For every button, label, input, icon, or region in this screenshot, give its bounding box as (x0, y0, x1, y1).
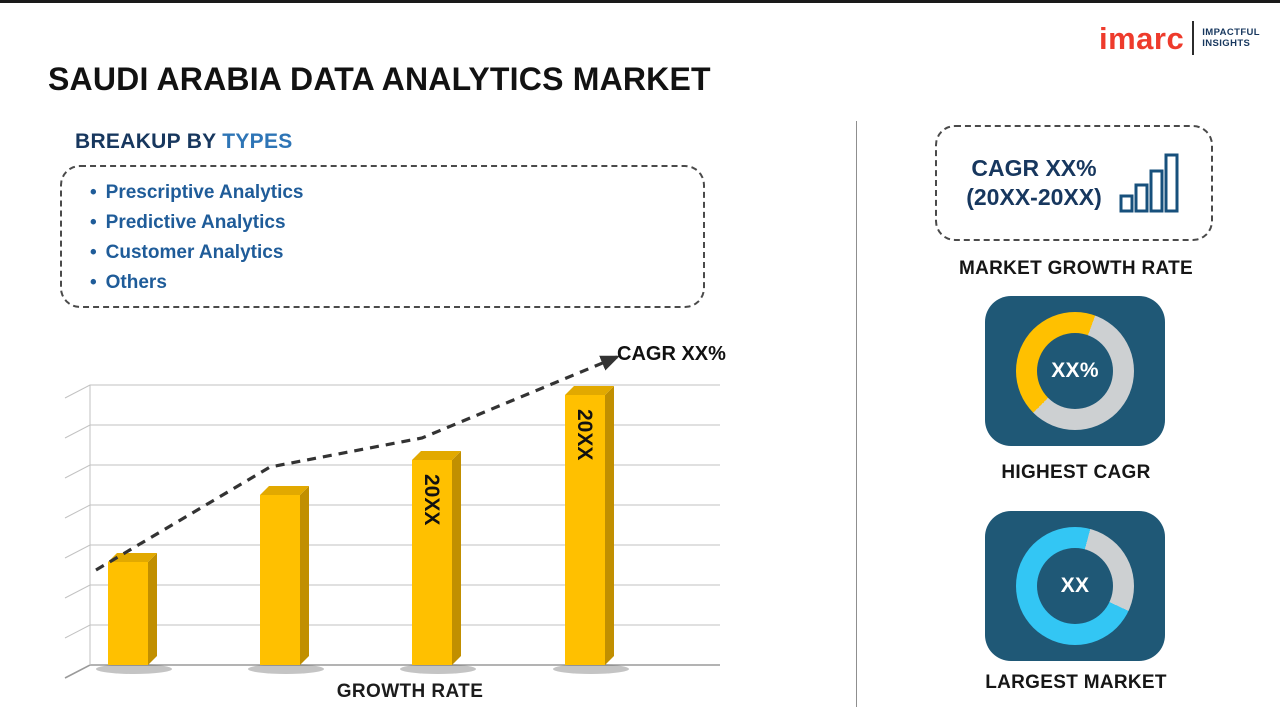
types-list: Prescriptive Analytics Predictive Analyt… (62, 178, 703, 298)
chart-x-label: GROWTH RATE (336, 681, 484, 702)
largest-market-donut-hole: XX (1037, 548, 1113, 624)
highest-cagr-value: XX% (1051, 359, 1099, 382)
svg-text:20XX: 20XX (573, 409, 596, 460)
logo-tagline-line2: INSIGHTS (1202, 38, 1251, 49)
cagr-pill: CAGR XX% (20XX-20XX) (935, 125, 1213, 241)
largest-market-value: XX (1060, 574, 1090, 597)
growth-bar-chart: 20XX 20XX (60, 338, 740, 688)
list-item: Customer Analytics (90, 238, 703, 268)
imarc-logo: imarc IMPACTFUL INSIGHTS (1099, 21, 1260, 55)
highest-cagr-label: HIGHEST CAGR (1001, 462, 1151, 483)
list-item: Others (90, 268, 703, 298)
cagr-annotation: CAGR XX% (617, 343, 726, 365)
list-item: Predictive Analytics (90, 208, 703, 238)
imarc-logo-text: imarc (1098, 20, 1185, 56)
largest-market-donut: XX (1016, 527, 1134, 645)
breakup-heading: BREAKUP BY TYPES (75, 130, 293, 154)
cagr-value: CAGR XX% (971, 155, 1097, 181)
page-title: SAUDI ARABIA DATA ANALYTICS MARKET (48, 61, 711, 97)
logo-tagline: IMPACTFUL INSIGHTS (1202, 27, 1260, 49)
bar-chart-icon (1119, 153, 1179, 213)
svg-text:20XX: 20XX (420, 474, 443, 525)
cagr-period: (20XX-20XX) (966, 184, 1102, 210)
highest-cagr-donut: XX% (1016, 312, 1134, 430)
largest-market-label: LARGEST MARKET (985, 672, 1167, 693)
types-list-box: Prescriptive Analytics Predictive Analyt… (60, 165, 705, 308)
growth-bar-chart-svg: 20XX 20XX (64, 355, 720, 679)
logo-separator (1192, 21, 1195, 55)
list-item: Prescriptive Analytics (90, 178, 703, 208)
highest-cagr-card: XX% (985, 296, 1165, 446)
market-growth-label: MARKET GROWTH RATE (958, 258, 1194, 279)
vertical-divider (856, 121, 857, 707)
highest-cagr-donut-hole: XX% (1037, 333, 1113, 409)
largest-market-card: XX (985, 511, 1165, 661)
breakup-heading-highlight: TYPES (222, 130, 293, 153)
logo-tagline-line1: IMPACTFUL (1202, 27, 1260, 38)
cagr-pill-text: CAGR XX% (20XX-20XX) (966, 154, 1102, 212)
breakup-heading-prefix: BREAKUP BY (75, 130, 223, 153)
